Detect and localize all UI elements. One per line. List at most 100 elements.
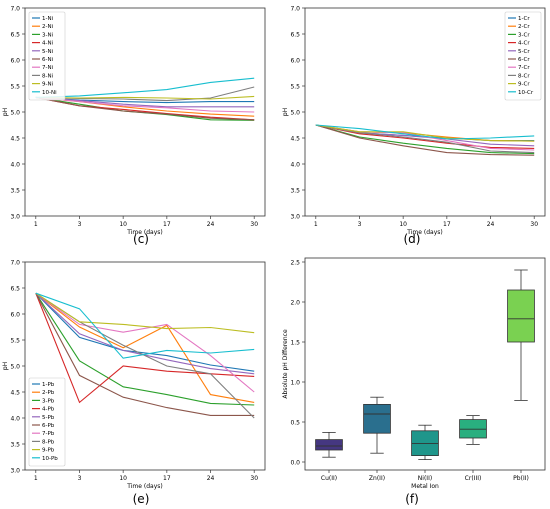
series-line-1-Pb xyxy=(35,292,255,372)
x-axis-label: Metal Ion xyxy=(411,483,439,490)
legend-entry: 1-Pb xyxy=(42,382,55,388)
legend-entry: 2-Cr xyxy=(518,24,530,30)
legend-entry: 6-Cr xyxy=(518,57,530,63)
y-tick-label: 4.0 xyxy=(10,415,20,422)
y-tick-label: 6.5 xyxy=(10,285,20,292)
series-line-10-Ni xyxy=(35,77,255,98)
y-tick-label: 3.5 xyxy=(290,187,300,194)
y-tick-label: 4.5 xyxy=(10,135,20,142)
y-tick-label: 7.0 xyxy=(10,259,20,266)
y-tick-label: 6.0 xyxy=(10,311,20,318)
y-axis-label: pH xyxy=(282,108,289,116)
legend-entry: 1-Ni xyxy=(42,16,54,22)
series-line-4-Pb xyxy=(35,292,255,404)
legend-entry: 4-Ni xyxy=(42,41,54,47)
x-tick-label: 3 xyxy=(78,475,82,482)
x-axis-label: Time (days) xyxy=(406,229,442,236)
legend-entry: 8-Cr xyxy=(518,73,530,79)
legend-entry: 8-Ni xyxy=(42,73,54,79)
series-line-9-Ni xyxy=(35,95,255,100)
box-body xyxy=(507,289,535,343)
x-tick-label: 30 xyxy=(250,475,258,482)
y-axis-label: Absolute pH Difference xyxy=(282,329,289,399)
y-tick-label: 7.0 xyxy=(290,5,300,12)
x-tick-label: 3 xyxy=(78,221,82,228)
y-tick-label: 4.5 xyxy=(290,135,300,142)
legend-entry: 2-Ni xyxy=(42,24,54,30)
series-line-2-Pb xyxy=(35,292,255,403)
x-tick-label: 24 xyxy=(207,475,215,482)
series-line-7-Pb xyxy=(35,292,255,393)
y-tick-label: 6.0 xyxy=(290,57,300,64)
y-tick-label: 5.0 xyxy=(10,109,20,116)
x-tick-label: 10 xyxy=(399,221,407,228)
chart-panel-2: 3.0 3.5 4.0 4.5 5.0 5.5 6.0 6.5 7.0 1 3 10 17 24 30 Tim… xyxy=(282,5,546,236)
series-line-6-Ni xyxy=(35,96,255,121)
series-line-9-Cr xyxy=(315,124,535,142)
y-tick-label: 0.5 xyxy=(290,419,300,426)
y-axis-label: pH xyxy=(2,362,9,370)
x-tick-label: Cr(III) xyxy=(465,475,482,482)
box-Cr(III) xyxy=(459,415,487,445)
legend-entry: 7-Cr xyxy=(518,65,530,71)
legend-entry: 10-Ni xyxy=(42,90,57,96)
y-tick-label: 5.0 xyxy=(10,363,20,370)
legend-entry: 9-Cr xyxy=(518,82,530,88)
legend-entry: 9-Pb xyxy=(42,448,55,454)
legend-entry: 3-Pb xyxy=(42,398,55,404)
y-tick-label: 3.5 xyxy=(10,441,20,448)
y-tick-label: 5.5 xyxy=(10,83,20,90)
legend-entry: 5-Cr xyxy=(518,49,530,55)
x-tick-label: Ni(II) xyxy=(418,475,432,482)
legend-entry: 9-Ni xyxy=(42,82,54,88)
y-tick-label: 1.0 xyxy=(290,379,300,386)
legend-entry: 4-Pb xyxy=(42,407,55,413)
legend-entry: 5-Ni xyxy=(42,49,54,55)
legend: 1-Pb 2-Pb 3-Pb 4-Pb 5-Pb 6-Pb 7-Pb 8-Pb 9-Pb 10-P… xyxy=(28,377,66,467)
x-tick-label: 1 xyxy=(314,221,318,228)
y-tick-label: 4.0 xyxy=(290,161,300,168)
y-tick-label: 3.0 xyxy=(10,467,20,474)
series-line-10-Pb xyxy=(35,292,255,359)
series-line-8-Cr xyxy=(315,124,535,154)
legend-entry: 6-Ni xyxy=(42,57,54,63)
series-line-6-Pb xyxy=(35,292,255,416)
legend-entry: 3-Ni xyxy=(42,32,54,38)
legend-entry: 8-Pb xyxy=(42,439,55,445)
legend-entry: 7-Pb xyxy=(42,431,55,437)
caption-d: (d) xyxy=(404,232,421,246)
x-tick-label: 1 xyxy=(34,475,38,482)
y-axis-label: pH xyxy=(2,108,9,116)
x-tick-label: 10 xyxy=(119,475,127,482)
legend-entry: 7-Ni xyxy=(42,65,54,71)
y-tick-label: 5.5 xyxy=(10,337,20,344)
legend-entry: 3-Cr xyxy=(518,32,530,38)
legend-entry: 10-Pb xyxy=(42,456,58,462)
series-line-7-Ni xyxy=(35,96,255,113)
x-tick-label: 24 xyxy=(487,221,495,228)
box-Zn(II) xyxy=(363,396,391,454)
x-tick-label: 24 xyxy=(207,221,215,228)
y-tick-label: 3.0 xyxy=(290,213,300,220)
x-tick-label: 17 xyxy=(443,221,451,228)
y-tick-label: 2.5 xyxy=(290,259,300,266)
y-tick-label: 4.0 xyxy=(10,161,20,168)
y-tick-label: 0.0 xyxy=(290,459,300,466)
x-axis-label: Time (days) xyxy=(126,483,162,490)
series-line-3-Cr xyxy=(315,124,535,155)
x-tick-label: 30 xyxy=(530,221,538,228)
y-tick-label: 5.5 xyxy=(290,83,300,90)
y-tick-label: 2.0 xyxy=(290,299,300,306)
x-tick-label: 10 xyxy=(119,221,127,228)
series-line-4-Cr xyxy=(315,124,535,149)
y-tick-label: 3.5 xyxy=(10,187,20,194)
y-tick-label: 6.0 xyxy=(10,57,20,64)
caption-c: (c) xyxy=(133,232,149,246)
x-tick-label: 3 xyxy=(358,221,362,228)
legend-entry: 10-Cr xyxy=(518,90,534,96)
legend: 1-Cr 2-Cr 3-Cr 4-Cr 5-Cr 6-Cr 7-Cr 8-Cr 9-Cr 10-C… xyxy=(504,11,542,101)
x-axis-label: Time (days) xyxy=(126,229,162,236)
y-tick-label: 6.5 xyxy=(10,31,20,38)
box-Cu(II) xyxy=(315,431,343,458)
